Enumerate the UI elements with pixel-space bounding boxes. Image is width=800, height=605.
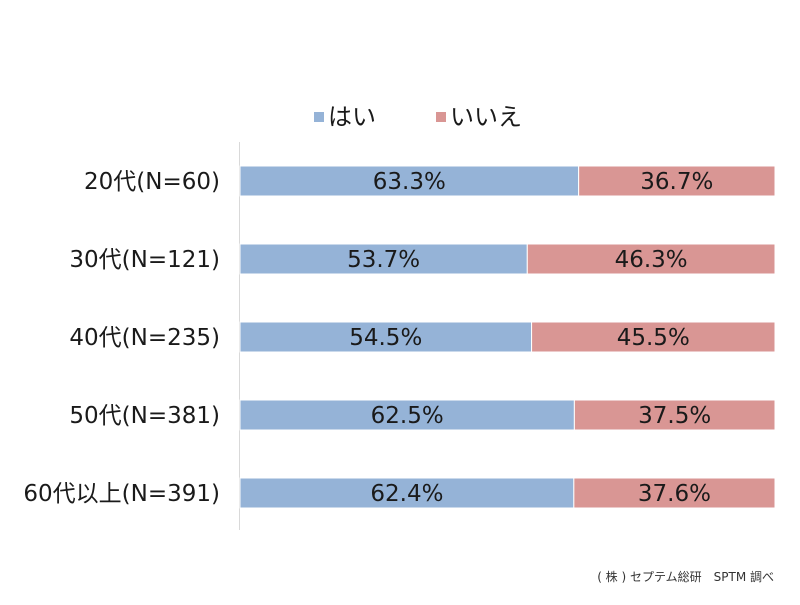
bar-segment-no (526, 243, 776, 275)
data-labels: 63.3% 36.7% 53.7% 46.3% 54.5% 45.5% 62.5% 37.5%… (347, 169, 713, 507)
data-label-no: 45.5% (617, 325, 690, 351)
data-label-no: 37.5% (638, 403, 711, 429)
legend: はい いいえ (314, 103, 522, 131)
legend-label-yes: はい (328, 103, 376, 131)
data-label-yes: 63.3% (373, 169, 446, 195)
category-axis-labels: 20代(N=60) 30代(N=121) 40代(N=235) 50代(N=381) 6… (23, 169, 220, 507)
bar-segment-yes (239, 243, 528, 275)
data-label-yes: 62.4% (370, 481, 443, 507)
category-label: 50代(N=381) (69, 403, 220, 429)
data-label-yes: 53.7% (347, 247, 420, 273)
bar-segment-no (573, 477, 776, 509)
source-note: ( 株 ) セプテム総研 SPTM 調べ (597, 570, 774, 584)
category-label: 30代(N=121) (69, 247, 220, 273)
bar-segment-no (578, 165, 776, 197)
category-label: 40代(N=235) (69, 325, 220, 351)
bar-segment-no (531, 321, 776, 353)
data-label-no: 37.6% (638, 481, 711, 507)
bar-segment-no (573, 399, 776, 431)
data-label-yes: 62.5% (371, 403, 444, 429)
data-label-yes: 54.5% (349, 325, 422, 351)
legend-swatch-yes (314, 112, 324, 122)
legend-label-no: いいえ (450, 103, 522, 131)
bar-segment-yes (239, 477, 575, 509)
category-label: 20代(N=60) (84, 169, 220, 195)
data-label-no: 46.3% (615, 247, 688, 273)
category-label: 60代以上(N=391) (23, 481, 220, 507)
bar-series (239, 165, 776, 509)
data-label-no: 36.7% (640, 169, 713, 195)
legend-swatch-no (436, 112, 446, 122)
